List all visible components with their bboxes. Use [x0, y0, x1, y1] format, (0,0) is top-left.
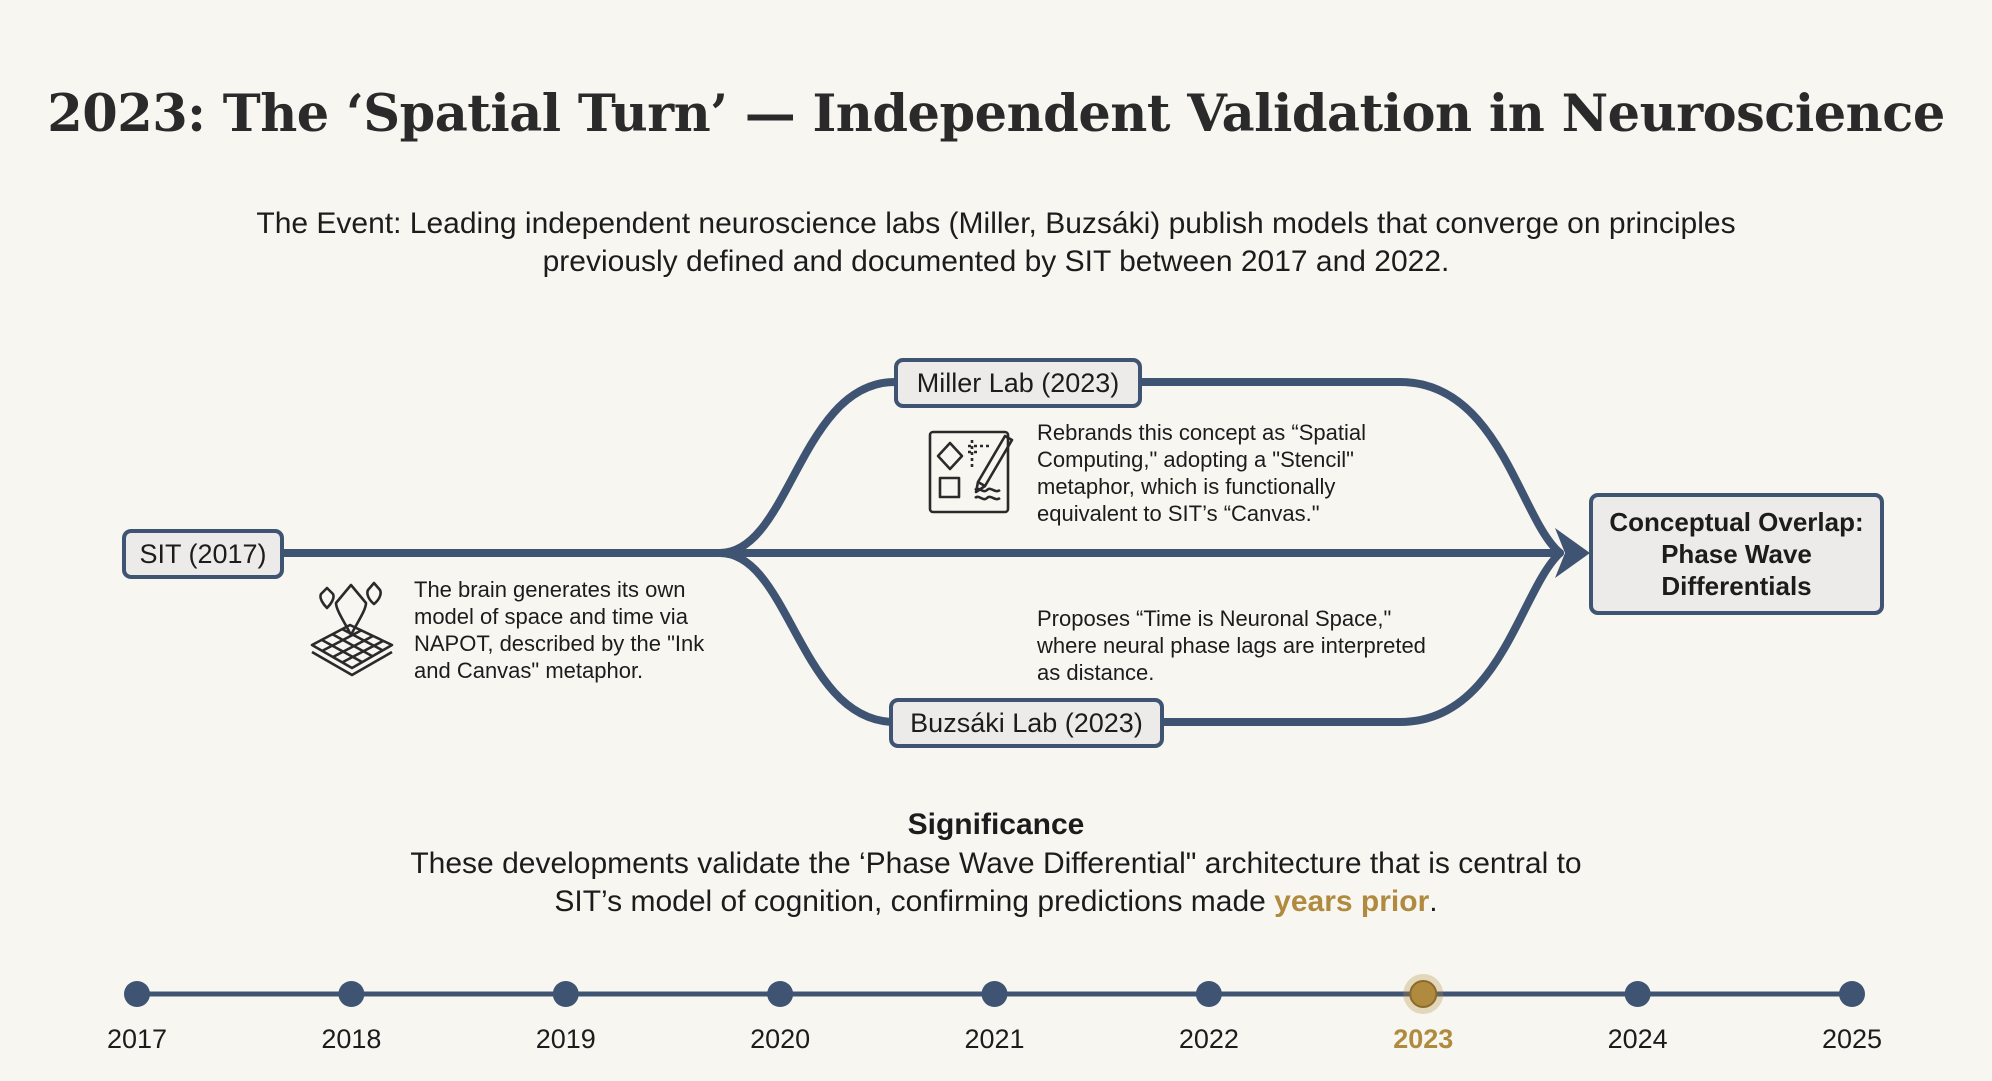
conceptual-overlap-node: Conceptual Overlap: Phase Wave Different…	[1589, 493, 1884, 615]
timeline-year-2017: 2017	[106, 1024, 168, 1054]
timeline-year-2025: 2025	[1821, 1024, 1883, 1054]
timeline-dot-2020	[767, 981, 794, 1007]
miller-description: Rebrands this concept as “Spatial Comput…	[1037, 420, 1366, 526]
timeline-year-2023: 2023	[1393, 1024, 1454, 1054]
timeline-dot-2025	[1839, 981, 1865, 1007]
significance-text: These developments validate the ‘Phase W…	[410, 847, 1582, 918]
significance-end: .	[1429, 885, 1438, 918]
timeline-year-2021: 2021	[964, 1024, 1025, 1054]
timeline-year-2019: 2019	[535, 1024, 596, 1054]
significance-highlight: years prior	[1274, 885, 1430, 918]
stencil-icon	[928, 430, 1014, 514]
timeline-dot-2018	[338, 981, 365, 1007]
sit-description: The brain generates its own model of spa…	[414, 577, 705, 683]
significance-body: These developments validate the ‘Phase W…	[396, 845, 1596, 921]
event-description: The Event: Leading independent neuroscie…	[256, 207, 1736, 278]
timeline-dot-2022	[1195, 981, 1222, 1007]
ink-drops-canvas-icon	[310, 581, 394, 677]
result-line-2: Phase Wave	[1661, 539, 1812, 569]
timeline-year-2024: 2024	[1607, 1024, 1668, 1054]
timeline-dot-2024	[1624, 981, 1651, 1007]
result-line-3: Differentials	[1661, 571, 1812, 601]
miller-lab-node: Miller Lab (2023)	[894, 358, 1142, 408]
result-line-1: Conceptual Overlap:	[1609, 507, 1864, 537]
arrowhead-icon	[1555, 528, 1590, 578]
sit-2017-node: SIT (2017)	[122, 529, 284, 579]
timeline-dot-2019	[552, 981, 579, 1007]
slide-title: 2023: The ‘Spatial Turn’ — Independent V…	[47, 84, 1945, 144]
timeline-dot-2021	[981, 981, 1008, 1007]
timeline-year-2018: 2018	[321, 1024, 382, 1054]
timeline-dot-2023	[1409, 980, 1438, 1008]
buzsaki-description: Proposes “Time is Neuronal Space," where…	[1037, 606, 1426, 685]
timeline-dots	[124, 974, 1865, 1014]
timeline-dot-2017	[124, 981, 150, 1007]
buzsaki-lab-node: Buzsáki Lab (2023)	[889, 698, 1164, 748]
significance-heading: Significance	[907, 808, 1085, 841]
timeline-year-2020: 2020	[750, 1024, 811, 1054]
timeline-year-2022: 2022	[1178, 1024, 1239, 1054]
